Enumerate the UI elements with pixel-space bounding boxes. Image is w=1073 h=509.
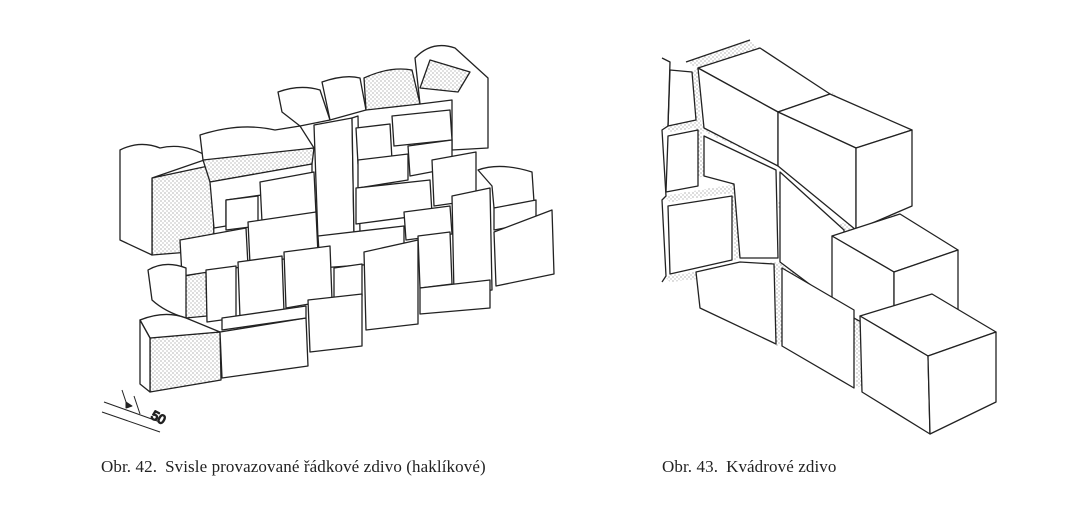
figure-42-coursed-masonry: 50 Obr. 42. Svisle provazované řádkové zd… bbox=[101, 44, 555, 477]
stone-bottom-a bbox=[139, 319, 151, 393]
ashlar-masonry-drawing bbox=[661, 39, 997, 435]
ashlar-block-3-left bbox=[667, 195, 733, 275]
figure-43-ashlar-masonry: Obr. 43. Kvádrové zdivo bbox=[600, 0, 1073, 509]
stone-block-t bbox=[451, 187, 493, 295]
figure-42-caption-number: Obr. 42. bbox=[101, 457, 158, 476]
stone-bottom-c bbox=[307, 293, 363, 353]
stone-block-m bbox=[403, 205, 453, 241]
stone-block-u bbox=[419, 279, 491, 315]
ashlar-block-1-left bbox=[667, 69, 697, 127]
stone-right-low bbox=[493, 209, 555, 287]
figure-42-caption-text: Svisle provazované řádkové zdivo (haklík… bbox=[165, 457, 486, 476]
stone-bottom-d bbox=[221, 305, 307, 331]
stone-bottom-left bbox=[139, 313, 221, 339]
coursed-masonry-drawing: 50 bbox=[101, 44, 555, 433]
stone-top-middle-2 bbox=[321, 76, 367, 121]
ashlar-block-3-1 bbox=[695, 261, 777, 345]
stone-block-n bbox=[205, 265, 237, 323]
stone-middle-left-rough bbox=[147, 263, 187, 319]
dimension-indicator bbox=[101, 389, 161, 433]
ashlar-block-3-3-side bbox=[927, 331, 997, 435]
stone-block-r bbox=[363, 239, 419, 331]
wall-left-edge bbox=[661, 57, 671, 283]
wall-top-edge bbox=[685, 39, 751, 63]
dimension-label-50: 50 bbox=[149, 407, 169, 427]
ashlar-block-2-1 bbox=[703, 135, 779, 259]
figure-43-caption-number: Obr. 43. bbox=[662, 457, 719, 476]
ashlar-block-3-2 bbox=[781, 267, 855, 389]
stone-block-d bbox=[357, 153, 409, 189]
stone-block-s bbox=[417, 231, 453, 289]
stone-vertical-column bbox=[313, 117, 355, 241]
figure-43-caption-text: Kvádrové zdivo bbox=[726, 457, 837, 476]
ashlar-block-2-left bbox=[665, 129, 699, 193]
ashlar-block-1-2-side bbox=[855, 129, 913, 231]
stone-top-middle-1 bbox=[277, 86, 331, 127]
stone-top-right-stipple bbox=[419, 59, 471, 93]
figure-42-caption: Obr. 42. Svisle provazované řádkové zdivo… bbox=[101, 457, 486, 477]
stone-block-o bbox=[237, 255, 285, 319]
stone-end-face-bottom bbox=[149, 331, 222, 393]
figure-43-caption: Obr. 43. Kvádrové zdivo bbox=[662, 457, 837, 477]
stone-end-face-middle bbox=[184, 271, 208, 319]
stone-top-middle-3 bbox=[363, 68, 421, 111]
